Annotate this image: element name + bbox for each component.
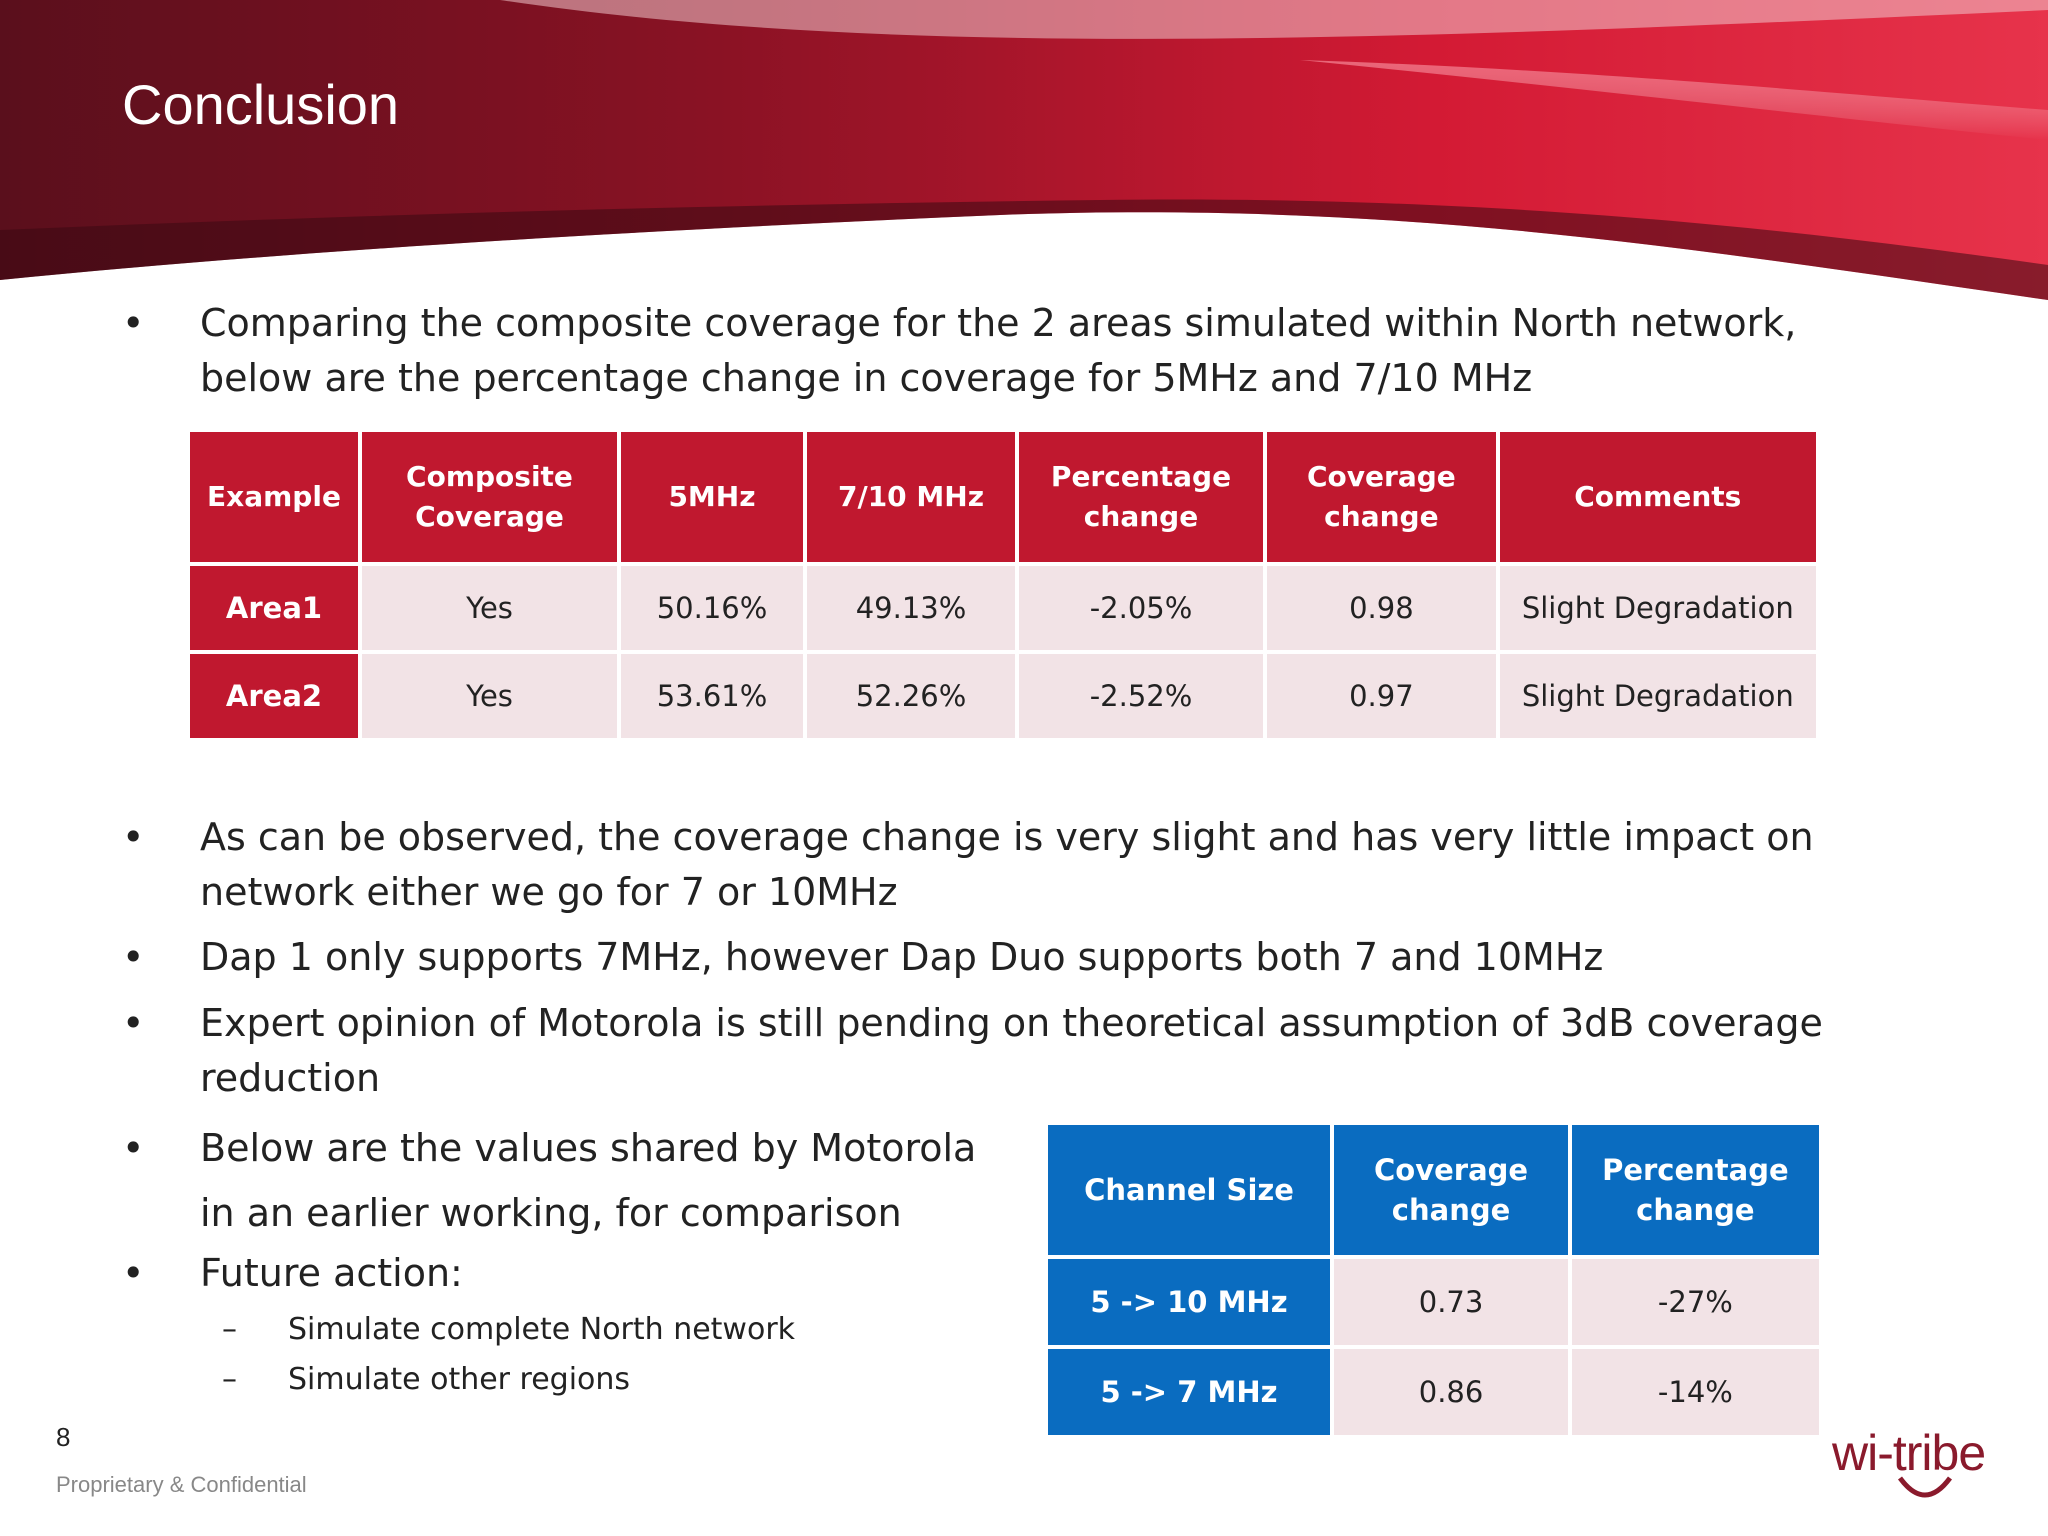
table-cell: 0.98 — [1267, 566, 1496, 650]
table-header-cell: Channel Size — [1048, 1125, 1330, 1255]
table-row: 5 -> 7 MHz 0.86 -14% — [1048, 1349, 1819, 1435]
bullet-icon: • — [122, 1251, 145, 1295]
footer-text: Proprietary & Confidential — [56, 1472, 307, 1497]
logo-text: wi-tribe — [1831, 1425, 1985, 1481]
table-header-cell: Coverage change — [1334, 1125, 1569, 1255]
coverage-comparison-table: Example Composite Coverage 5MHz 7/10 MHz… — [186, 428, 1820, 742]
table-header-cell: Percentage change — [1572, 1125, 1819, 1255]
table-cell: 0.97 — [1267, 654, 1496, 738]
table-cell: 53.61% — [621, 654, 803, 738]
table-row: Area1 Yes 50.16% 49.13% -2.05% 0.98 Slig… — [190, 566, 1816, 650]
table-cell: Yes — [362, 654, 617, 738]
table-cell: -2.05% — [1019, 566, 1263, 650]
table-cell: -27% — [1572, 1259, 1819, 1345]
bullet-text: Future action: — [200, 1251, 463, 1295]
sub-bullet-text: Simulate other regions — [288, 1362, 631, 1397]
motorola-values-table: Channel Size Coverage change Percentage … — [1044, 1121, 1823, 1439]
table-row-header: 5 -> 10 MHz — [1048, 1259, 1330, 1345]
bullet-text: Dap 1 only supports 7MHz, however Dap Du… — [200, 935, 1604, 979]
bullet-icon: • — [122, 1126, 145, 1170]
bullet-text: Below are the values shared by Motorola — [200, 1126, 977, 1170]
table-cell: 52.26% — [807, 654, 1015, 738]
table-header-cell: Percentage change — [1019, 432, 1263, 562]
bullet-icon: • — [122, 1001, 145, 1045]
table-header-cell: Composite Coverage — [362, 432, 617, 562]
bullet-icon: • — [122, 935, 145, 979]
table-row-header: Area1 — [190, 566, 358, 650]
bullet-text: network either we go for 7 or 10MHz — [200, 870, 898, 914]
slide-title: Conclusion — [122, 73, 400, 136]
table-row-header: Area2 — [190, 654, 358, 738]
bullet-text: in an earlier working, for comparison — [200, 1191, 902, 1235]
bullet-text: below are the percentage change in cover… — [200, 356, 1533, 400]
table-header-cell: Comments — [1499, 432, 1816, 562]
table-cell: -14% — [1572, 1349, 1819, 1435]
bullet-text: Expert opinion of Motorola is still pend… — [200, 1001, 1823, 1045]
table-row-header: 5 -> 7 MHz — [1048, 1349, 1330, 1435]
bullet-icon: • — [122, 815, 145, 859]
table-header-cell: Example — [190, 432, 358, 562]
dash-icon: – — [222, 1312, 237, 1347]
header-banner — [0, 0, 2048, 300]
table-cell: Slight Degradation — [1499, 566, 1816, 650]
bullet-text: As can be observed, the coverage change … — [200, 815, 1814, 859]
bullet-icon: • — [122, 301, 145, 345]
table-row: Area2 Yes 53.61% 52.26% -2.52% 0.97 Slig… — [190, 654, 1816, 738]
table-cell: 0.86 — [1334, 1349, 1569, 1435]
bullet-text: reduction — [200, 1056, 381, 1100]
sub-bullet-text: Simulate complete North network — [288, 1312, 796, 1347]
table-row: 5 -> 10 MHz 0.73 -27% — [1048, 1259, 1819, 1345]
table-header-cell: 5MHz — [621, 432, 803, 562]
wi-tribe-logo: wi-tribe — [1831, 1425, 1986, 1498]
table-cell: -2.52% — [1019, 654, 1263, 738]
table-header-row: Channel Size Coverage change Percentage … — [1048, 1125, 1819, 1255]
table-cell: 50.16% — [621, 566, 803, 650]
bullet-text: Comparing the composite coverage for the… — [200, 301, 1797, 345]
table-header-row: Example Composite Coverage 5MHz 7/10 MHz… — [190, 432, 1816, 562]
table-cell: 0.73 — [1334, 1259, 1569, 1345]
table-header-cell: 7/10 MHz — [807, 432, 1015, 562]
table-cell: Slight Degradation — [1499, 654, 1816, 738]
table-header-cell: Coverage change — [1267, 432, 1496, 562]
table-cell: Yes — [362, 566, 617, 650]
table-cell: 49.13% — [807, 566, 1015, 650]
page-number: 8 — [56, 1422, 71, 1452]
dash-icon: – — [222, 1362, 237, 1397]
